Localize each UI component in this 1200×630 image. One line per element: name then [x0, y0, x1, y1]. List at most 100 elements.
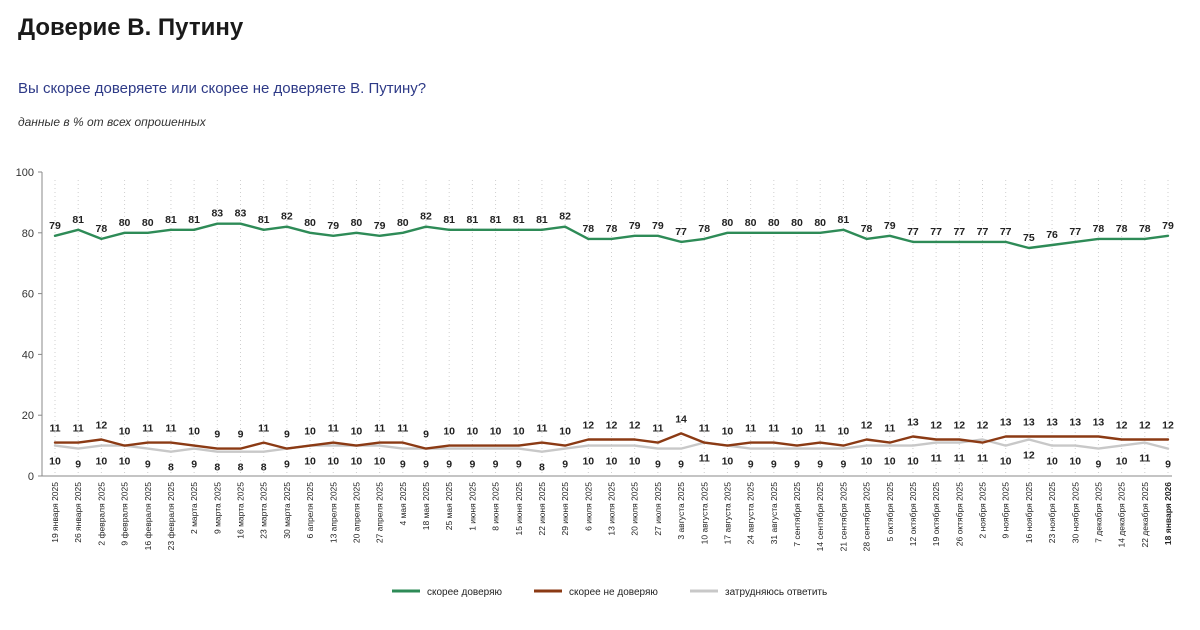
x-tick-label: 18 мая 2025 — [421, 482, 431, 531]
data-label-undecided: 9 — [1165, 459, 1171, 471]
x-tick-label: 15 июня 2025 — [514, 482, 524, 536]
data-label-distrust: 11 — [536, 423, 547, 435]
data-label-trust: 82 — [420, 211, 432, 223]
data-label-trust: 80 — [351, 217, 363, 229]
data-label-undecided: 8 — [168, 462, 174, 474]
data-label-distrust: 10 — [351, 426, 363, 438]
x-tick-label: 16 ноября 2025 — [1024, 482, 1034, 543]
data-label-distrust: 12 — [629, 420, 641, 432]
data-label-distrust: 11 — [73, 423, 84, 435]
data-label-undecided: 9 — [400, 459, 406, 471]
data-label-distrust: 10 — [722, 426, 734, 438]
data-label-trust: 83 — [235, 208, 247, 220]
x-tick-label: 22 декабря 2025 — [1140, 482, 1150, 548]
x-tick-label: 19 октября 2025 — [931, 482, 941, 547]
data-label-trust: 79 — [884, 220, 896, 232]
data-label-distrust: 11 — [165, 423, 176, 435]
data-label-distrust: 11 — [699, 423, 710, 435]
data-label-undecided: 9 — [794, 459, 800, 471]
data-label-distrust: 12 — [1139, 420, 1151, 432]
data-label-trust: 82 — [559, 211, 571, 223]
x-tick-label: 7 декабря 2025 — [1093, 482, 1103, 543]
data-label-trust: 77 — [977, 226, 989, 238]
data-label-trust: 80 — [791, 217, 803, 229]
data-label-distrust: 11 — [258, 423, 269, 435]
x-tick-label: 24 августа 2025 — [746, 482, 756, 545]
data-label-distrust: 11 — [49, 423, 60, 435]
data-label-trust: 79 — [327, 220, 339, 232]
x-tick-label: 9 февраля 2025 — [120, 482, 130, 546]
data-label-undecided: 10 — [907, 456, 919, 468]
data-label-undecided: 11 — [931, 453, 942, 465]
data-label-distrust: 12 — [930, 420, 942, 432]
data-label-distrust: 12 — [96, 420, 108, 432]
data-label-trust: 79 — [629, 220, 641, 232]
x-tick-label: 26 января 2025 — [73, 482, 83, 543]
data-label-distrust: 11 — [815, 423, 826, 435]
data-label-trust: 80 — [814, 217, 826, 229]
x-tick-label: 14 декабря 2025 — [1117, 482, 1127, 548]
data-label-undecided: 9 — [493, 459, 499, 471]
x-tick-label: 5 октября 2025 — [885, 482, 895, 542]
x-tick-label: 30 ноября 2025 — [1070, 482, 1080, 543]
data-label-undecided: 9 — [423, 459, 429, 471]
x-tick-label: 1 июня 2025 — [467, 482, 477, 531]
legend-label-2: скорее не доверяю — [569, 587, 658, 598]
data-label-distrust: 10 — [513, 426, 525, 438]
x-tick-label: 16 марта 2025 — [236, 482, 246, 539]
data-label-undecided: 9 — [1096, 459, 1102, 471]
data-label-distrust: 11 — [652, 423, 663, 435]
x-tick-label: 26 октября 2025 — [954, 482, 964, 547]
y-tick-label: 100 — [16, 167, 34, 179]
data-label-undecided: 10 — [327, 456, 339, 468]
data-label-undecided: 10 — [1046, 456, 1058, 468]
x-tick-label: 18 января 2026 — [1163, 482, 1173, 545]
data-label-undecided: 10 — [1116, 456, 1128, 468]
data-label-trust: 80 — [397, 217, 409, 229]
legend-label-1: скорее доверяю — [427, 587, 503, 598]
data-label-trust: 77 — [1000, 226, 1012, 238]
y-tick-label: 0 — [28, 471, 34, 483]
data-label-distrust: 11 — [397, 423, 408, 435]
data-label-trust: 79 — [49, 220, 61, 232]
data-label-undecided: 11 — [699, 453, 710, 465]
x-tick-label: 4 мая 2025 — [398, 482, 408, 526]
data-label-distrust: 9 — [284, 429, 290, 441]
data-label-trust: 81 — [165, 214, 177, 226]
x-tick-label: 23 ноября 2025 — [1047, 482, 1057, 543]
data-label-trust: 80 — [142, 217, 154, 229]
data-label-undecided: 8 — [261, 462, 267, 474]
y-tick-label: 60 — [22, 289, 34, 301]
data-label-distrust: 13 — [1069, 416, 1081, 428]
data-label-undecided: 9 — [516, 459, 522, 471]
data-label-distrust: 12 — [582, 420, 594, 432]
series-line-3 — [53, 438, 1170, 453]
data-label-distrust: 12 — [953, 420, 965, 432]
data-label-undecided: 10 — [582, 456, 594, 468]
data-label-undecided: 9 — [840, 459, 846, 471]
data-label-trust: 78 — [1093, 223, 1105, 235]
data-label-undecided: 10 — [96, 456, 108, 468]
data-label-distrust: 12 — [861, 420, 873, 432]
data-label-distrust: 14 — [675, 413, 687, 425]
data-label-undecided: 8 — [214, 462, 220, 474]
data-label-trust: 81 — [258, 214, 270, 226]
x-tick-label: 7 сентября 2025 — [792, 482, 802, 547]
y-tick-label: 20 — [22, 410, 34, 422]
data-label-undecided: 10 — [884, 456, 896, 468]
series-line-2 — [53, 432, 1170, 450]
data-label-trust: 77 — [953, 226, 965, 238]
x-tick-label: 20 апреля 2025 — [351, 482, 361, 543]
x-tick-label: 25 мая 2025 — [444, 482, 454, 531]
data-label-trust: 80 — [119, 217, 131, 229]
data-label-undecided: 9 — [75, 459, 81, 471]
data-label-trust: 78 — [861, 223, 873, 235]
data-label-distrust: 10 — [304, 426, 316, 438]
data-label-distrust: 12 — [1116, 420, 1128, 432]
x-tick-label: 19 января 2025 — [50, 482, 60, 543]
data-label-distrust: 11 — [142, 423, 153, 435]
data-label-undecided: 10 — [374, 456, 386, 468]
data-label-undecided: 9 — [191, 459, 197, 471]
data-label-undecided: 10 — [351, 456, 363, 468]
data-label-distrust: 9 — [238, 429, 244, 441]
